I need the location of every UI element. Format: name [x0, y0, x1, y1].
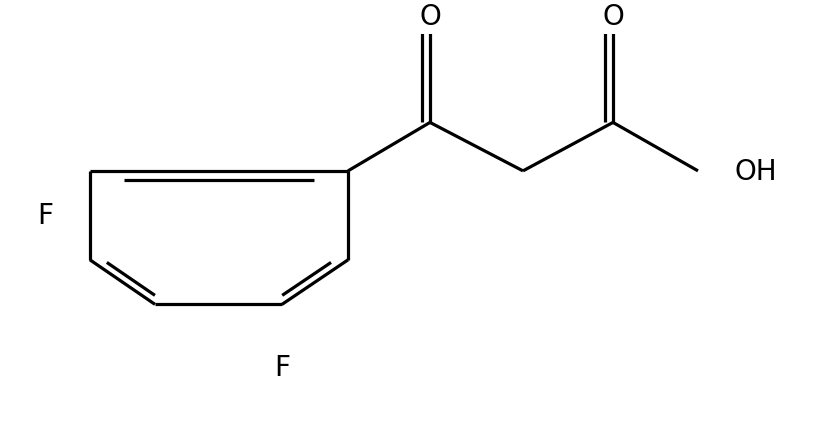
Text: O: O — [420, 3, 441, 31]
Text: O: O — [602, 3, 624, 31]
Text: OH: OH — [735, 158, 777, 185]
Text: F: F — [274, 353, 290, 381]
Text: F: F — [37, 202, 53, 230]
